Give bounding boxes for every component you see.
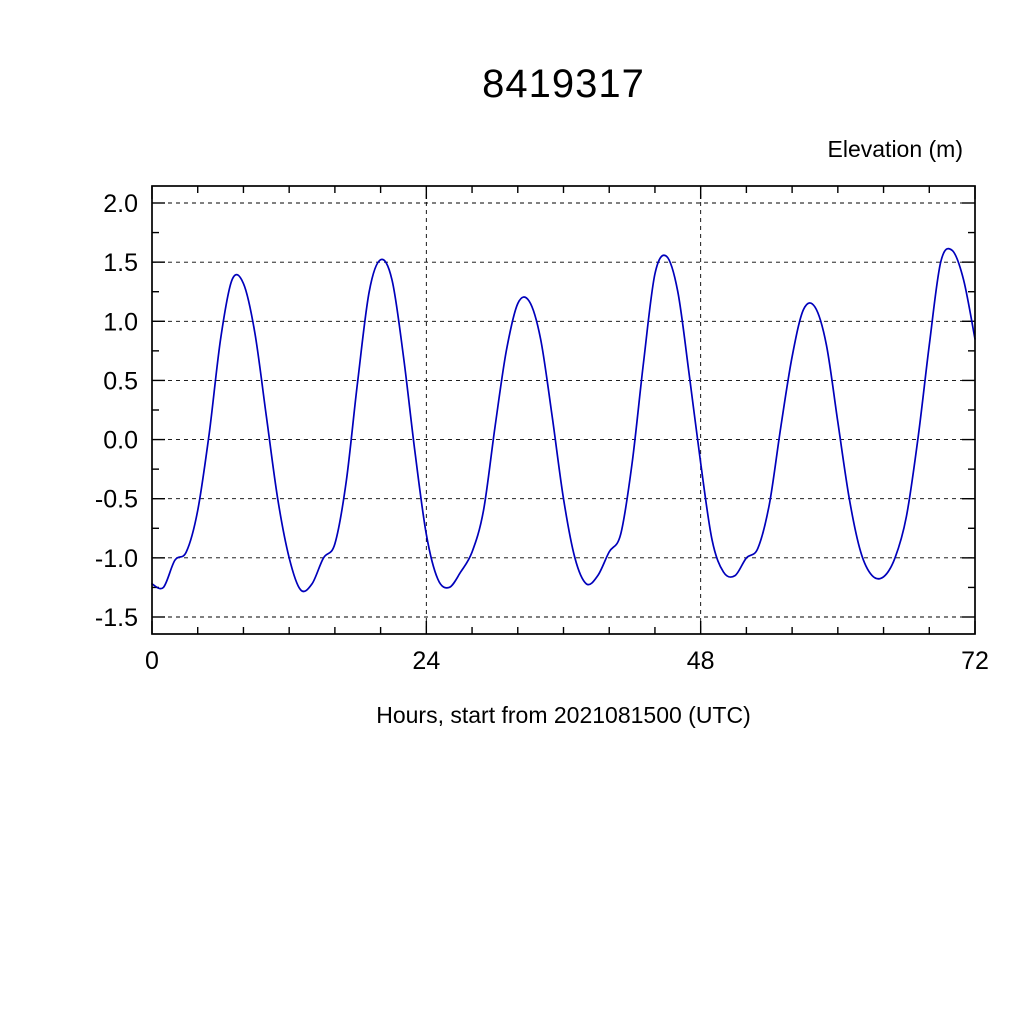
- y-tick-label: 0.5: [103, 367, 138, 395]
- y-tick-label: 1.0: [103, 308, 138, 336]
- x-tick-label: 72: [961, 647, 989, 675]
- y-tick-label: -1.0: [95, 545, 138, 573]
- elevation-line: [151, 247, 976, 593]
- y-tick-label: -1.5: [95, 604, 138, 632]
- y-tick-label: 2.0: [103, 190, 138, 218]
- x-tick-label: 0: [145, 647, 159, 675]
- y-tick-label: -0.5: [95, 486, 138, 514]
- plot-frame: [151, 185, 976, 635]
- y-tick-label: 1.5: [103, 249, 138, 277]
- x-axis-label: Hours, start from 2021081500 (UTC): [376, 702, 751, 728]
- chart-title: 8419317: [482, 62, 645, 106]
- y-axis-label: Elevation (m): [827, 136, 963, 162]
- x-tick-label: 48: [687, 647, 715, 675]
- x-tick-label: 24: [412, 647, 440, 675]
- y-tick-label: 0.0: [103, 427, 138, 455]
